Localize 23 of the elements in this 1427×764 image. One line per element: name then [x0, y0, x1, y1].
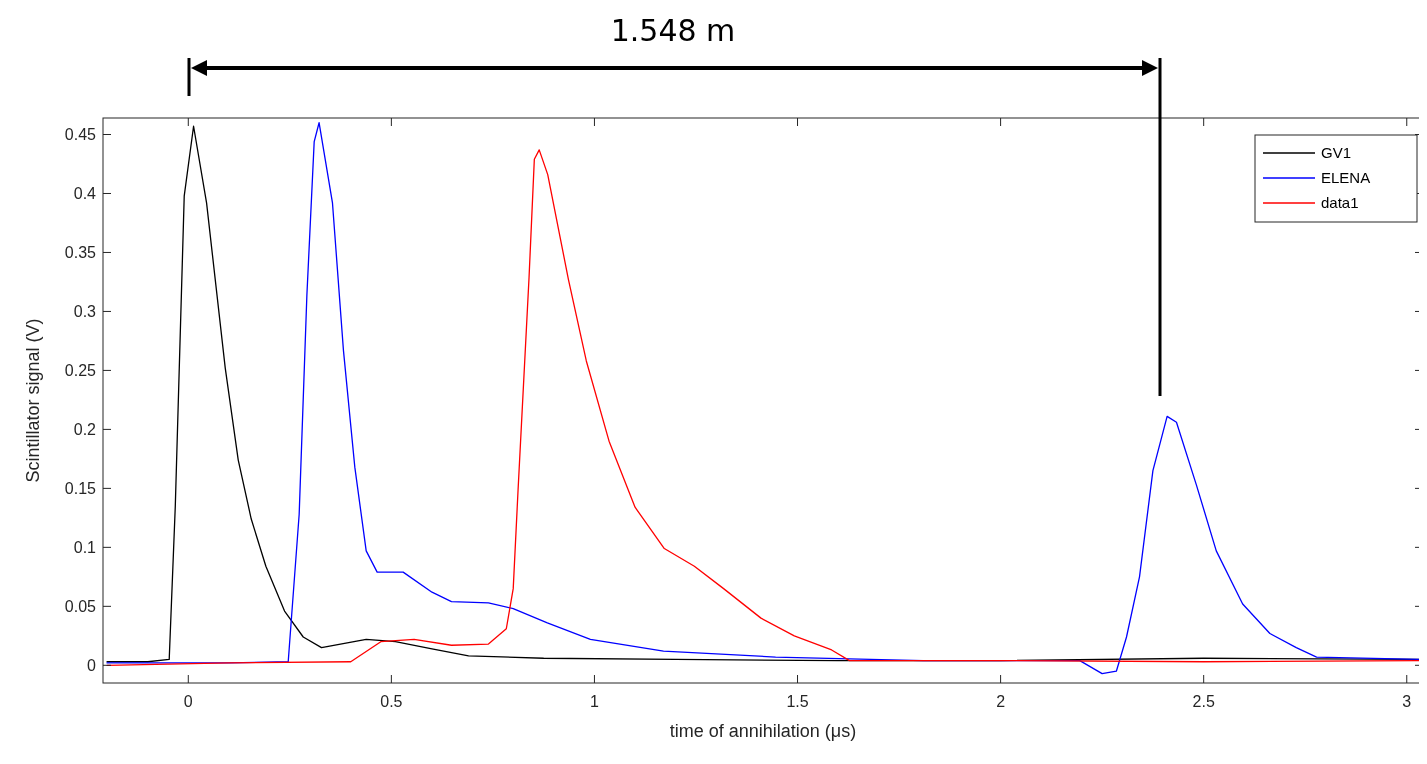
y-tick-label: 0.3	[73, 302, 97, 320]
y-tick-label: 0.15	[64, 479, 97, 497]
legend-label: GV1	[1321, 144, 1352, 161]
y-tick-label: 0.25	[64, 361, 97, 379]
x-tick-label: 3	[1402, 693, 1412, 710]
text: 1.548 m	[610, 13, 736, 48]
x-axis-title: time of annihilation (μs)	[669, 721, 857, 741]
x-tick-label: 2.5	[1192, 693, 1215, 710]
y-tick-label: 0.35	[64, 243, 97, 261]
y-tick-label: 0.45	[64, 126, 97, 144]
y-tick-label: 0.2	[73, 420, 97, 438]
x-tick-label: 1.5	[786, 693, 809, 710]
y-tick-label: 0.05	[64, 597, 97, 615]
legend-label: data1	[1321, 194, 1359, 211]
legend-label: ELENA	[1321, 169, 1371, 186]
x-tick-label: 2	[996, 693, 1006, 710]
y-axis-title: Scintillator signal (V)	[23, 318, 43, 483]
y-tick-label: 0.1	[73, 538, 97, 556]
y-tick-label: 0	[87, 656, 97, 674]
x-tick-label: 0.5	[380, 693, 403, 710]
y-tick-label: 0.4	[73, 184, 97, 202]
x-tick-label: 1	[589, 693, 599, 710]
x-tick-label: 0	[183, 693, 193, 710]
